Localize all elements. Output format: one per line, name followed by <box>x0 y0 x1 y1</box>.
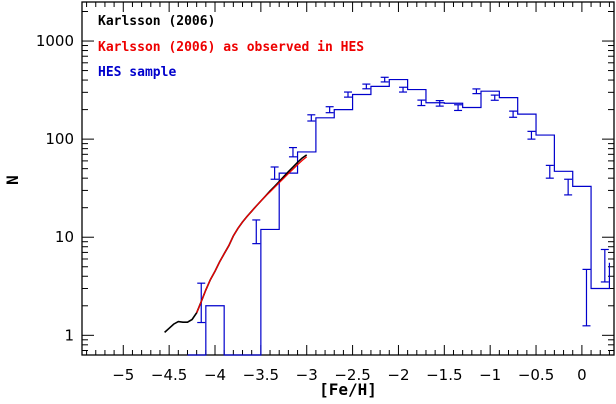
legend: Karlsson (2006) Karlsson (2006) as obser… <box>98 14 364 80</box>
x-tick-label: −4 <box>204 366 226 384</box>
y-tick-label: 1000 <box>36 32 74 50</box>
x-tick-label: −3 <box>296 366 318 384</box>
x-axis-ticks: −5 −4.5 −4 −3.5 −3 −2.5 −2 −1.5 −1 −0.5 0 <box>86 2 610 384</box>
y-axis-label: N <box>3 175 22 185</box>
x-tick-label: −3.5 <box>243 366 279 384</box>
legend-entry-karlsson: Karlsson (2006) <box>98 14 215 29</box>
x-axis-label: [Fe/H] <box>319 380 377 399</box>
x-tick-label: −2 <box>387 366 409 384</box>
karlsson-hes-curve <box>196 156 308 313</box>
hes-sample-histogram <box>187 78 611 356</box>
x-tick-label: −0.5 <box>518 366 554 384</box>
y-axis-ticks: 1 10 100 1000 <box>36 11 614 352</box>
x-tick-label: −1.5 <box>426 366 462 384</box>
legend-entry-karlsson-hes: Karlsson (2006) as observed in HES <box>98 40 364 55</box>
y-tick-label: 1 <box>64 326 74 344</box>
x-tick-label: −1 <box>479 366 501 384</box>
legend-entry-hes-sample: HES sample <box>98 65 176 80</box>
karlsson-curve <box>164 154 308 333</box>
hes-histogram <box>187 78 611 356</box>
y-tick-label: 10 <box>55 228 74 246</box>
x-tick-label: 0 <box>577 366 587 384</box>
x-tick-label: −2.5 <box>334 366 370 384</box>
hes-errorbars <box>197 76 609 327</box>
x-tick-label: −5 <box>112 366 134 384</box>
x-tick-label: −4.5 <box>151 366 187 384</box>
y-tick-label: 100 <box>45 130 74 148</box>
model-curves <box>164 154 308 333</box>
